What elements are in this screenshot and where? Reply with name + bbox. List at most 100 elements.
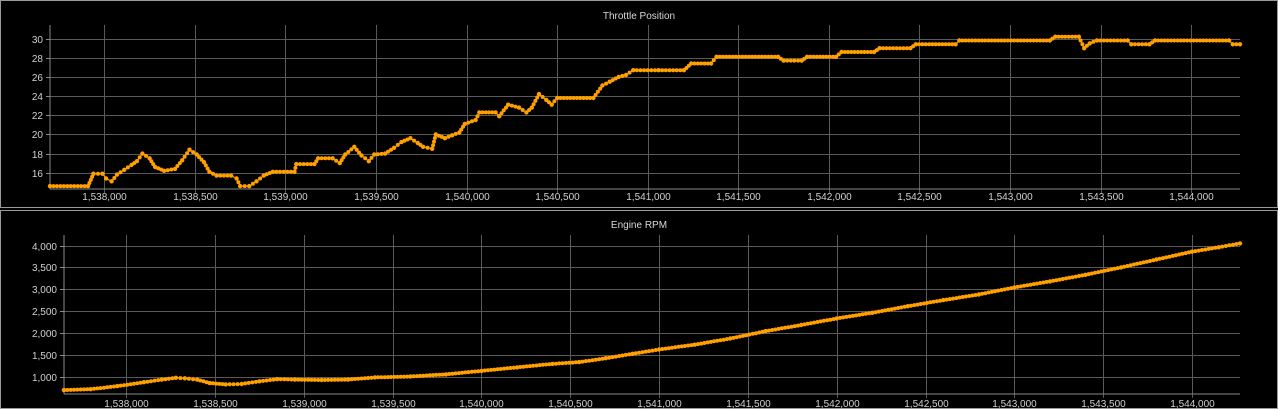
trace-dot <box>518 365 523 369</box>
data-point <box>591 95 596 101</box>
trace-dot <box>827 54 832 59</box>
data-point <box>529 105 534 110</box>
trace-dot <box>1234 42 1239 47</box>
trace-dot <box>750 331 755 336</box>
trace-dot <box>842 50 847 54</box>
trace-dot <box>1220 244 1225 249</box>
trace-dot <box>220 382 225 387</box>
trace-dot <box>1044 38 1049 43</box>
data-point <box>319 377 324 383</box>
trace-dot <box>1050 36 1055 41</box>
data-point <box>1087 41 1092 46</box>
y-tick-label: 30 <box>32 35 44 46</box>
data-point <box>140 151 145 156</box>
data-point <box>506 102 511 107</box>
trace-dot <box>1115 266 1120 271</box>
trace-dot <box>316 378 321 382</box>
trace-dot <box>227 382 232 387</box>
trace-dot <box>439 134 444 139</box>
trace-dot <box>604 81 609 86</box>
trace-dot <box>996 288 1001 293</box>
y-tick-labels: 1,000 1,500 2,000 2,500 3,000 3,500 4,000 <box>32 242 57 384</box>
trace-dot <box>362 376 367 381</box>
trace-dot <box>638 68 643 73</box>
trace-dot <box>568 96 573 100</box>
trace-dot <box>836 52 841 57</box>
trace-dot <box>402 138 407 143</box>
trace-dot <box>1038 281 1043 285</box>
trace-dot <box>149 379 153 384</box>
trace-dot <box>293 165 298 170</box>
trace-dot <box>1115 38 1120 43</box>
x-tick-label: 1,544,000 <box>1169 192 1214 203</box>
axes <box>49 25 1240 190</box>
trace-dot <box>766 328 771 333</box>
data-point <box>180 158 185 163</box>
trace-dot <box>85 387 90 392</box>
trace-dot <box>973 38 978 43</box>
data-point <box>47 183 53 189</box>
y-tick-label: 16 <box>32 169 44 180</box>
trace-dot <box>531 363 536 368</box>
trace-dot <box>593 357 598 362</box>
trace-dot <box>203 163 208 168</box>
trace-dot <box>531 102 536 107</box>
trace-dot <box>1025 283 1030 288</box>
data-point <box>223 382 228 387</box>
x-tick-label: 1,542,500 <box>904 399 949 409</box>
chart-title: Throttle Position <box>603 11 675 22</box>
y-tick-label: 4,000 <box>32 242 57 253</box>
x-tick-label: 1,542,000 <box>807 192 852 203</box>
trace-dot <box>653 68 657 73</box>
trace-dot <box>436 133 441 138</box>
trace-dot <box>282 377 287 382</box>
trace-dot <box>673 345 678 350</box>
trace-dot <box>884 46 889 51</box>
data-point <box>247 183 252 189</box>
trace-dot <box>250 181 255 186</box>
trace-dot <box>950 42 955 47</box>
trace-dot <box>899 305 904 310</box>
trace-dot <box>1150 40 1155 45</box>
trace-dot <box>595 89 600 94</box>
trace-dot <box>197 155 202 160</box>
trace-dot <box>838 315 842 320</box>
trace-dot <box>78 387 83 392</box>
trace-dot <box>679 344 684 349</box>
trace-dot <box>461 124 465 129</box>
trace-dot <box>1073 274 1078 279</box>
trace-dot <box>65 388 70 392</box>
trace-dot <box>476 369 481 374</box>
trace-dot <box>72 387 76 392</box>
data-point <box>292 377 298 382</box>
trace-dot <box>385 375 390 380</box>
data-point <box>603 356 608 361</box>
data-point <box>600 83 605 88</box>
trace-dot <box>642 68 647 73</box>
trace-dot <box>151 162 156 167</box>
trace-dot <box>1109 267 1114 272</box>
trace-dot <box>1009 38 1013 43</box>
trace-dot <box>1207 38 1212 43</box>
trace-dot <box>580 359 585 364</box>
trace-dot <box>54 184 59 189</box>
data-point <box>391 145 397 150</box>
trace-dot <box>323 156 328 161</box>
trace-dot <box>434 372 439 377</box>
trace-dot <box>1211 38 1215 43</box>
data-point <box>238 183 243 189</box>
data-point <box>656 347 662 352</box>
data-point <box>473 117 478 123</box>
trace-dot <box>527 364 532 369</box>
trace-dot <box>750 54 755 59</box>
data-point <box>516 105 522 110</box>
y-tick-label: 18 <box>32 150 44 161</box>
trace-dot <box>504 105 508 110</box>
trace-dot <box>379 151 384 156</box>
trace-dot <box>660 347 665 351</box>
trace-dot <box>1077 274 1081 278</box>
trace-dot <box>58 184 63 189</box>
trace-dot <box>578 96 583 100</box>
trace-dot <box>425 145 430 150</box>
trace-dot <box>666 346 671 351</box>
